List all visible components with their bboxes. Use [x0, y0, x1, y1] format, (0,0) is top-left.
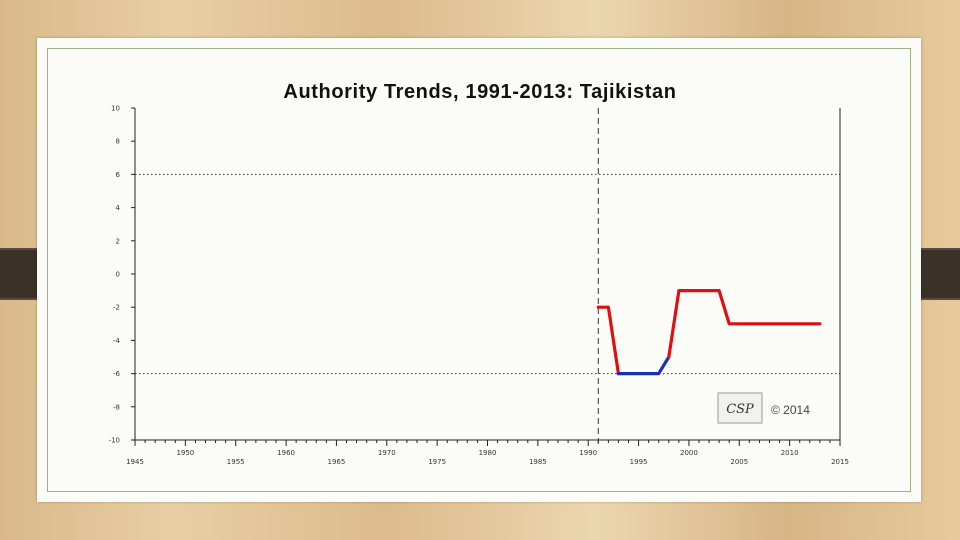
- y-tick-label: -10: [109, 437, 120, 445]
- y-tick-label: -8: [113, 403, 120, 411]
- x-tick-label: 1950: [176, 449, 194, 457]
- series-line-3: [667, 289, 822, 359]
- y-tick-label: 2: [116, 237, 120, 245]
- x-tick-label: 1975: [428, 458, 446, 466]
- chart-title: Authority Trends, 1991-2013: Tajikistan: [283, 81, 676, 103]
- x-tick-label: 2015: [831, 458, 849, 466]
- y-tick-label: -2: [113, 304, 120, 312]
- y-tick-label: -4: [113, 337, 121, 345]
- x-tick-label: 1985: [529, 458, 547, 466]
- x-tick-label: 2010: [781, 449, 799, 457]
- x-tick-label: 1970: [378, 449, 396, 457]
- x-tick-label: 1960: [277, 449, 295, 457]
- x-tick-label: 1990: [579, 449, 597, 457]
- x-tick-label: 1995: [630, 458, 648, 466]
- y-tick-label: -6: [113, 370, 121, 378]
- x-tick-label: 1980: [479, 449, 497, 457]
- series-line-2: [616, 355, 671, 376]
- x-tick-label: 2005: [730, 458, 748, 466]
- y-tick-label: 0: [116, 271, 120, 279]
- y-tick-label: 10: [111, 105, 120, 113]
- copyright-text: © 2014: [771, 403, 810, 417]
- slide-frame: [47, 48, 911, 492]
- y-tick-label: 4: [116, 204, 121, 212]
- x-tick-label: 1945: [126, 458, 144, 466]
- y-tick-label: 6: [116, 171, 121, 179]
- csp-logo-text: CSP: [726, 402, 754, 417]
- csp-logo: CSP: [717, 392, 763, 424]
- x-tick-label: 2000: [680, 449, 698, 457]
- x-tick-label: 1955: [227, 458, 245, 466]
- plot-area: 10 8 6 4 2 0 -2 -4 -6 -8 -10 1945 1950 1955 1960 1965 19…: [109, 105, 849, 467]
- slide-panel: [37, 38, 921, 502]
- series-line-1: [596, 305, 621, 376]
- x-tick-label: 1965: [328, 458, 346, 466]
- y-tick-label: 8: [116, 138, 120, 146]
